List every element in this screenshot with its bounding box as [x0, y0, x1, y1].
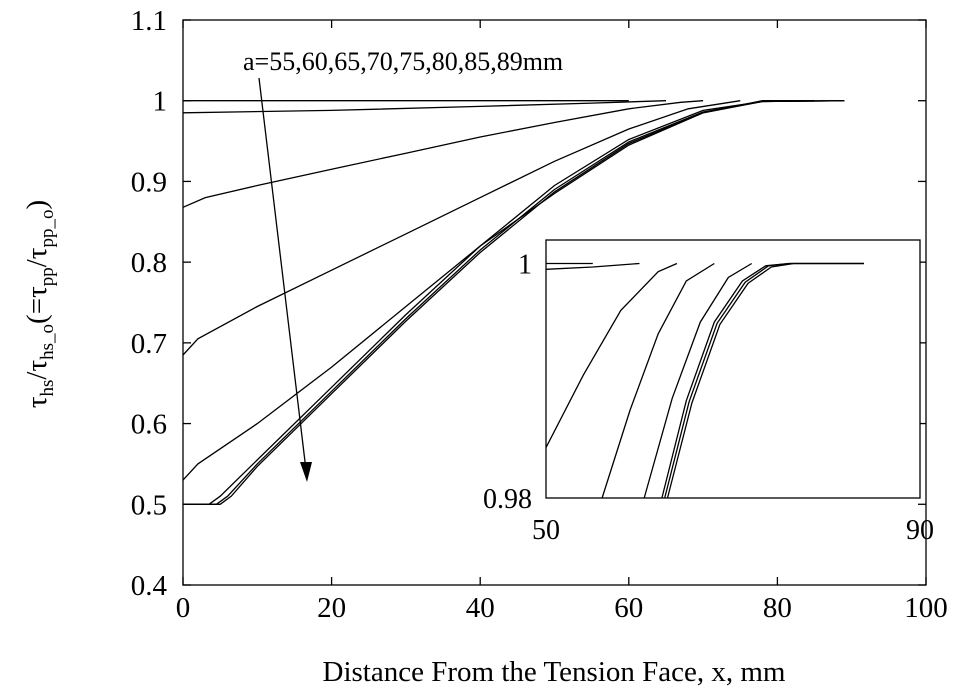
inset-y-tick-label: 0.98 [483, 484, 532, 515]
x-tick-label: 100 [904, 592, 948, 624]
y-tick-label: 0.7 [131, 328, 167, 360]
main-plot: 0 20 40 60 80 100 0.4 0.5 0.6 0.7 0.8 0.9 1 1.1 [131, 5, 948, 624]
plot-frame [182, 19, 927, 586]
x-tick-label: 40 [466, 592, 495, 624]
x-tick-label: 20 [317, 592, 346, 624]
series-line-2 [182, 100, 667, 114]
series-line-7 [183, 100, 845, 505]
inset-x-tick-label: 50 [532, 515, 560, 546]
x-tick-label: 0 [176, 592, 191, 624]
inset-x-tick-label: 90 [906, 515, 934, 546]
y-tick-label: 0.8 [131, 247, 167, 279]
inset-series-line-8 [666, 262, 864, 499]
y-tick-label: 0.5 [131, 489, 167, 521]
inset-series-line-5 [643, 262, 753, 499]
x-axis-label: Distance From the Tension Face, x, mm [323, 656, 786, 686]
y-tick-label: 0.9 [131, 166, 167, 198]
inset-series-line-4 [601, 262, 715, 499]
inset-ticks: 50 90 0.98 1 [483, 249, 934, 546]
inset-curves [545, 262, 864, 499]
series-line-4 [182, 100, 741, 356]
inset-series-line-2 [545, 262, 640, 270]
annotation-arrow [258, 77, 312, 482]
main-curves [182, 100, 845, 505]
inset-frame [545, 239, 921, 499]
x-tick-label: 60 [614, 592, 643, 624]
y-tick-label: 0.4 [131, 570, 168, 602]
series-line-3 [182, 100, 704, 208]
inset-plot: 50 90 0.98 1 [483, 239, 934, 546]
y-axis-label: τhs/τhs_o(=τpp/τpp_o) [21, 200, 58, 408]
x-tick-label: 80 [763, 592, 792, 624]
inset-y-tick-label: 1 [518, 249, 532, 280]
inset-series-line-3 [545, 262, 678, 448]
series-line-6 [183, 100, 845, 505]
y-tick-label: 1 [153, 86, 168, 118]
y-tick-label: 0.6 [131, 409, 167, 441]
y-tick-label: 1.1 [131, 5, 167, 37]
inset-series-line-7 [664, 262, 864, 499]
annotation-label: a=55,60,65,70,75,80,85,89mm [243, 47, 563, 76]
series-line-8 [183, 100, 845, 505]
main-ticks: 0 20 40 60 80 100 0.4 0.5 0.6 0.7 0.8 0.9 1 1.1 [131, 5, 948, 624]
